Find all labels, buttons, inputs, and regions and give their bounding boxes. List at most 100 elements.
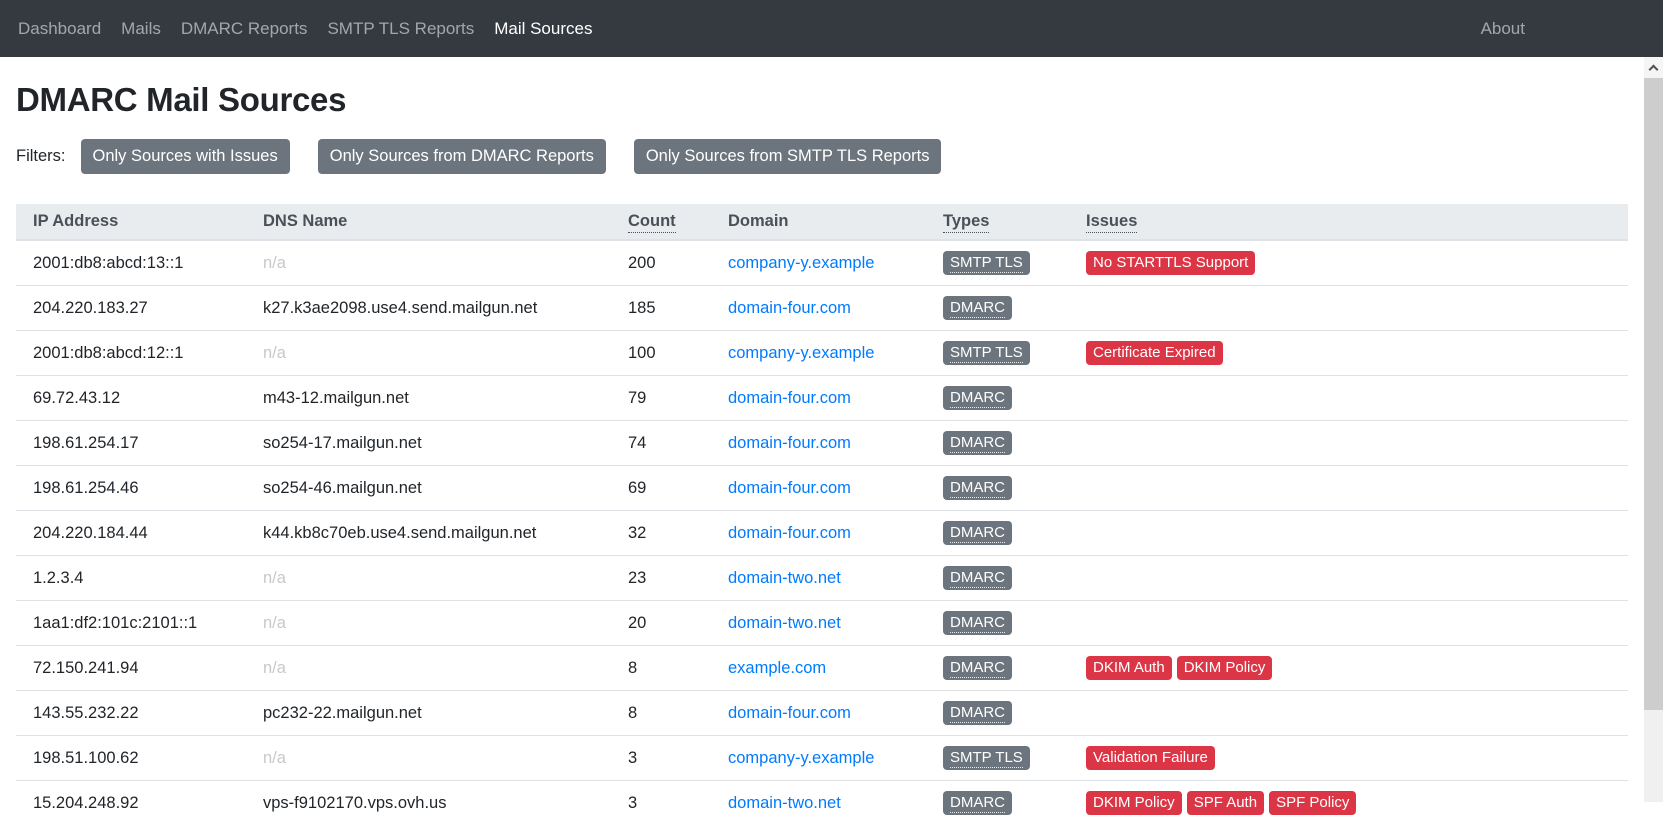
ip-cell: 198.61.254.17 [16,421,246,466]
count-cell: 3 [611,736,711,781]
dns-cell: n/a [246,646,611,691]
domain-link[interactable]: domain-four.com [728,299,851,317]
table-row: 198.61.254.46 so254-46.mailgun.net 69 do… [16,466,1628,511]
domain-link[interactable]: domain-two.net [728,569,841,587]
issue-badge-spf-policy: SPF Policy [1269,791,1356,815]
domain-cell: domain-four.com [711,286,926,331]
types-cell: DMARC [926,511,1069,556]
column-header-domain: Domain [711,204,926,240]
domain-cell: domain-four.com [711,691,926,736]
column-header-issues[interactable]: Issues [1069,204,1628,240]
sort-label-types[interactable]: Types [943,212,989,233]
table-row: 72.150.241.94 n/a 8 example.com DMARC DK… [16,646,1628,691]
filter-button-only-sources-from-smtp-tls-reports[interactable]: Only Sources from SMTP TLS Reports [634,139,942,174]
issues-cell [1069,421,1628,466]
issues-cell: No STARTTLS Support [1069,240,1628,286]
domain-link[interactable]: example.com [728,659,826,677]
nav-item-mails[interactable]: Mails [111,11,171,46]
count-cell: 74 [611,421,711,466]
filter-button-only-sources-with-issues[interactable]: Only Sources with Issues [81,139,290,174]
types-cell: DMARC [926,466,1069,511]
issue-badge-certificate-expired: Certificate Expired [1086,341,1223,365]
nav-item-dmarc-reports[interactable]: DMARC Reports [171,11,318,46]
domain-link[interactable]: domain-four.com [728,479,851,497]
table-row: 2001:db8:abcd:13::1 n/a 200 company-y.ex… [16,240,1628,286]
table-body: 2001:db8:abcd:13::1 n/a 200 company-y.ex… [16,240,1628,825]
dns-cell: vps-f9102170.vps.ovh.us [246,781,611,825]
nav-item-about[interactable]: About [1471,11,1535,47]
page-title: DMARC Mail Sources [16,81,1628,119]
issue-badge-dkim-policy: DKIM Policy [1177,656,1273,680]
domain-link[interactable]: domain-four.com [728,524,851,542]
domain-cell: domain-two.net [711,781,926,825]
domain-link[interactable]: domain-two.net [728,614,841,632]
ip-cell: 204.220.183.27 [16,286,246,331]
issues-cell [1069,601,1628,646]
ip-cell: 1aa1:df2:101c:2101::1 [16,601,246,646]
count-cell: 3 [611,781,711,825]
table-row: 1aa1:df2:101c:2101::1 n/a 20 domain-two.… [16,601,1628,646]
scrollbar-up-button[interactable] [1644,57,1663,78]
count-cell: 20 [611,601,711,646]
types-cell: DMARC [926,286,1069,331]
column-header-count[interactable]: Count [611,204,711,240]
column-header-types[interactable]: Types [926,204,1069,240]
types-cell: SMTP TLS [926,240,1069,286]
table-row: 204.220.184.44 k44.kb8c70eb.use4.send.ma… [16,511,1628,556]
domain-link[interactable]: domain-two.net [728,794,841,812]
dns-cell: pc232-22.mailgun.net [246,691,611,736]
sort-label-issues[interactable]: Issues [1086,212,1137,233]
column-header-ip-address: IP Address [16,204,246,240]
count-cell: 8 [611,691,711,736]
sort-label-count[interactable]: Count [628,212,676,233]
type-badge-smtp-tls: SMTP TLS [943,341,1030,365]
ip-cell: 198.51.100.62 [16,736,246,781]
dns-cell: n/a [246,736,611,781]
scrollbar-thumb[interactable] [1644,78,1663,710]
type-badge-smtp-tls: SMTP TLS [943,746,1030,770]
issues-cell: Validation Failure [1069,736,1628,781]
filter-button-only-sources-from-dmarc-reports[interactable]: Only Sources from DMARC Reports [318,139,606,174]
table-row: 69.72.43.12 m43-12.mailgun.net 79 domain… [16,376,1628,421]
table-row: 15.204.248.92 vps-f9102170.vps.ovh.us 3 … [16,781,1628,825]
dns-cell: n/a [246,331,611,376]
dns-cell: so254-46.mailgun.net [246,466,611,511]
ip-cell: 15.204.248.92 [16,781,246,825]
dns-cell: so254-17.mailgun.net [246,421,611,466]
count-cell: 69 [611,466,711,511]
issues-cell [1069,376,1628,421]
issues-cell [1069,466,1628,511]
nav-item-mail-sources[interactable]: Mail Sources [484,11,602,46]
type-badge-smtp-tls: SMTP TLS [943,251,1030,275]
ip-cell: 1.2.3.4 [16,556,246,601]
count-cell: 32 [611,511,711,556]
ip-cell: 2001:db8:abcd:13::1 [16,240,246,286]
dns-cell: n/a [246,556,611,601]
domain-link[interactable]: domain-four.com [728,704,851,722]
ip-cell: 204.220.184.44 [16,511,246,556]
types-cell: DMARC [926,556,1069,601]
nav-item-smtp-tls-reports[interactable]: SMTP TLS Reports [317,11,484,46]
issues-cell [1069,286,1628,331]
nav-item-dashboard[interactable]: Dashboard [16,11,111,46]
ip-cell: 69.72.43.12 [16,376,246,421]
domain-cell: company-y.example [711,240,926,286]
table-row: 1.2.3.4 n/a 23 domain-two.net DMARC [16,556,1628,601]
domain-link[interactable]: company-y.example [728,344,874,362]
domain-link[interactable]: domain-four.com [728,389,851,407]
issues-cell [1069,556,1628,601]
dns-cell: m43-12.mailgun.net [246,376,611,421]
type-badge-dmarc: DMARC [943,296,1012,320]
vertical-scrollbar[interactable] [1644,57,1663,802]
types-cell: DMARC [926,376,1069,421]
domain-link[interactable]: company-y.example [728,254,874,272]
domain-link[interactable]: domain-four.com [728,434,851,452]
domain-link[interactable]: company-y.example [728,749,874,767]
dns-cell: k27.k3ae2098.use4.send.mailgun.net [246,286,611,331]
